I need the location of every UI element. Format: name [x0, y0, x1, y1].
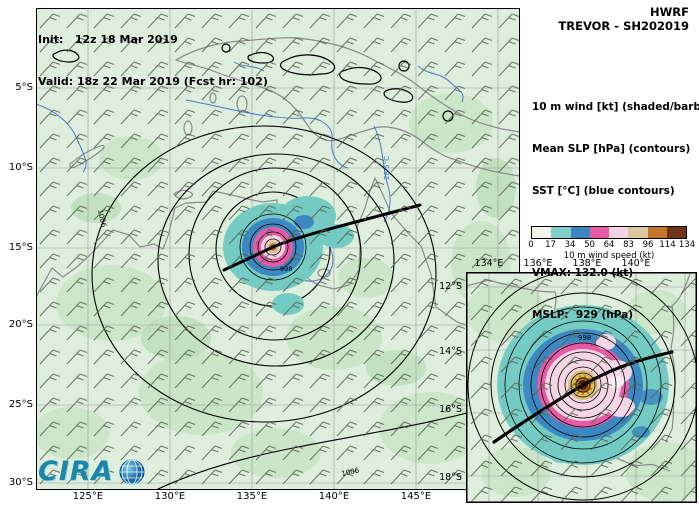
- inset-border: [466, 272, 697, 503]
- colorbar-tick: 17: [545, 240, 556, 250]
- colorbar-segment: [609, 227, 629, 238]
- sst-legend-line: SST [°C] (blue contours): [532, 185, 675, 197]
- inset-wind-barbs-overlay: [466, 272, 697, 503]
- colorbar-tick: 114: [659, 240, 676, 250]
- colorbar-tick: 96: [642, 240, 654, 250]
- wind-barbs-overlay: [36, 8, 520, 490]
- lat-axis-label: 10°S: [8, 162, 33, 173]
- title-block: HWRF TREVOR - SH202019: [558, 5, 689, 33]
- init-time-label: Init: 12z 18 Mar 2019: [38, 33, 178, 46]
- slp-contour-label: 998: [280, 265, 292, 273]
- slp-contour-label: 1006: [341, 466, 361, 478]
- main-map: 1006 1006 998 28.5°C: [36, 8, 520, 490]
- lat-axis-label: 25°S: [8, 399, 33, 410]
- inset-slp-contour-label: 998: [578, 334, 591, 342]
- colorbar-block: 0 17 34 50 64 83 96 114 134 10 m wind sp…: [528, 226, 695, 261]
- inset-lon-axis-label: 136°E: [523, 258, 553, 269]
- run-header: Init: 12z 18 Mar 2019 Valid: 18z 22 Mar …: [38, 5, 268, 117]
- lon-axis-label: 145°E: [400, 491, 432, 502]
- slp-contour-label: 1006: [96, 209, 108, 229]
- slp-legend-line: Mean SLP [hPa] (contours): [532, 143, 691, 155]
- colorbar-segment: [570, 227, 590, 238]
- colorbar-tick: 134: [678, 240, 696, 250]
- colorbar: [531, 226, 687, 239]
- colorbar-tick: 64: [603, 240, 615, 250]
- inset-lon-axis-label: 138°E: [572, 258, 602, 269]
- lat-axis-label: 30°S: [8, 477, 33, 488]
- colorbar-tick: 34: [564, 240, 576, 250]
- lon-axis-label: 130°E: [154, 491, 186, 502]
- colorbar-ticks: 0 17 34 50 64 83 96 114 134: [528, 239, 695, 250]
- lat-axis-label: 15°S: [8, 242, 33, 253]
- colorbar-tick: 50: [584, 240, 595, 250]
- sst-contour-label: 28.5°C: [383, 156, 391, 180]
- colorbar-caption: 10 m wind speed (kt): [563, 251, 655, 261]
- inset-lat-axis-label: 18°S: [439, 472, 462, 483]
- storm-id: TREVOR - SH202019: [558, 19, 689, 33]
- colorbar-segment: [589, 227, 609, 238]
- globe-icon: [119, 459, 145, 484]
- lon-axis-label: 140°E: [318, 491, 350, 502]
- wind-legend-line: 10 m wind [kt] (shaded/barb): [532, 101, 699, 113]
- valid-time-label: Valid: 18z 22 Mar 2019 (Fcst hr: 102): [38, 75, 268, 88]
- lon-axis-label: 125°E: [72, 491, 104, 502]
- legend-panel: 10 m wind [kt] (shaded/barb) Mean SLP [h…: [532, 72, 699, 350]
- colorbar-segment: [628, 227, 648, 238]
- colorbar-segment: [551, 227, 571, 238]
- inset-lon-axis-label: 134°E: [474, 258, 504, 269]
- lat-axis-label: 20°S: [8, 319, 33, 330]
- lon-axis-label: 135°E: [236, 491, 268, 502]
- vmax-value: VMAX: 132.0 (kt): [532, 267, 634, 279]
- lat-axis-label: 5°S: [15, 82, 33, 93]
- inset-lat-axis-label: 12°S: [439, 281, 462, 292]
- cira-logo-text: CIRA: [38, 456, 114, 487]
- colorbar-segment: [532, 227, 552, 238]
- colorbar-segment: [647, 227, 667, 238]
- colorbar-segment: [666, 227, 686, 238]
- model-name: HWRF: [649, 5, 689, 19]
- inset-map: 998: [466, 272, 697, 503]
- inset-lat-axis-label: 14°S: [439, 346, 462, 357]
- cira-logo: CIRA: [38, 456, 146, 487]
- colorbar-tick: 83: [623, 240, 634, 250]
- main-map-border: [36, 8, 520, 490]
- colorbar-tick: 0: [528, 240, 534, 250]
- inset-lon-axis-label: 140°E: [621, 258, 651, 269]
- inset-lat-axis-label: 16°S: [439, 404, 462, 415]
- mslp-value: MSLP: 929 (hPa): [532, 309, 634, 321]
